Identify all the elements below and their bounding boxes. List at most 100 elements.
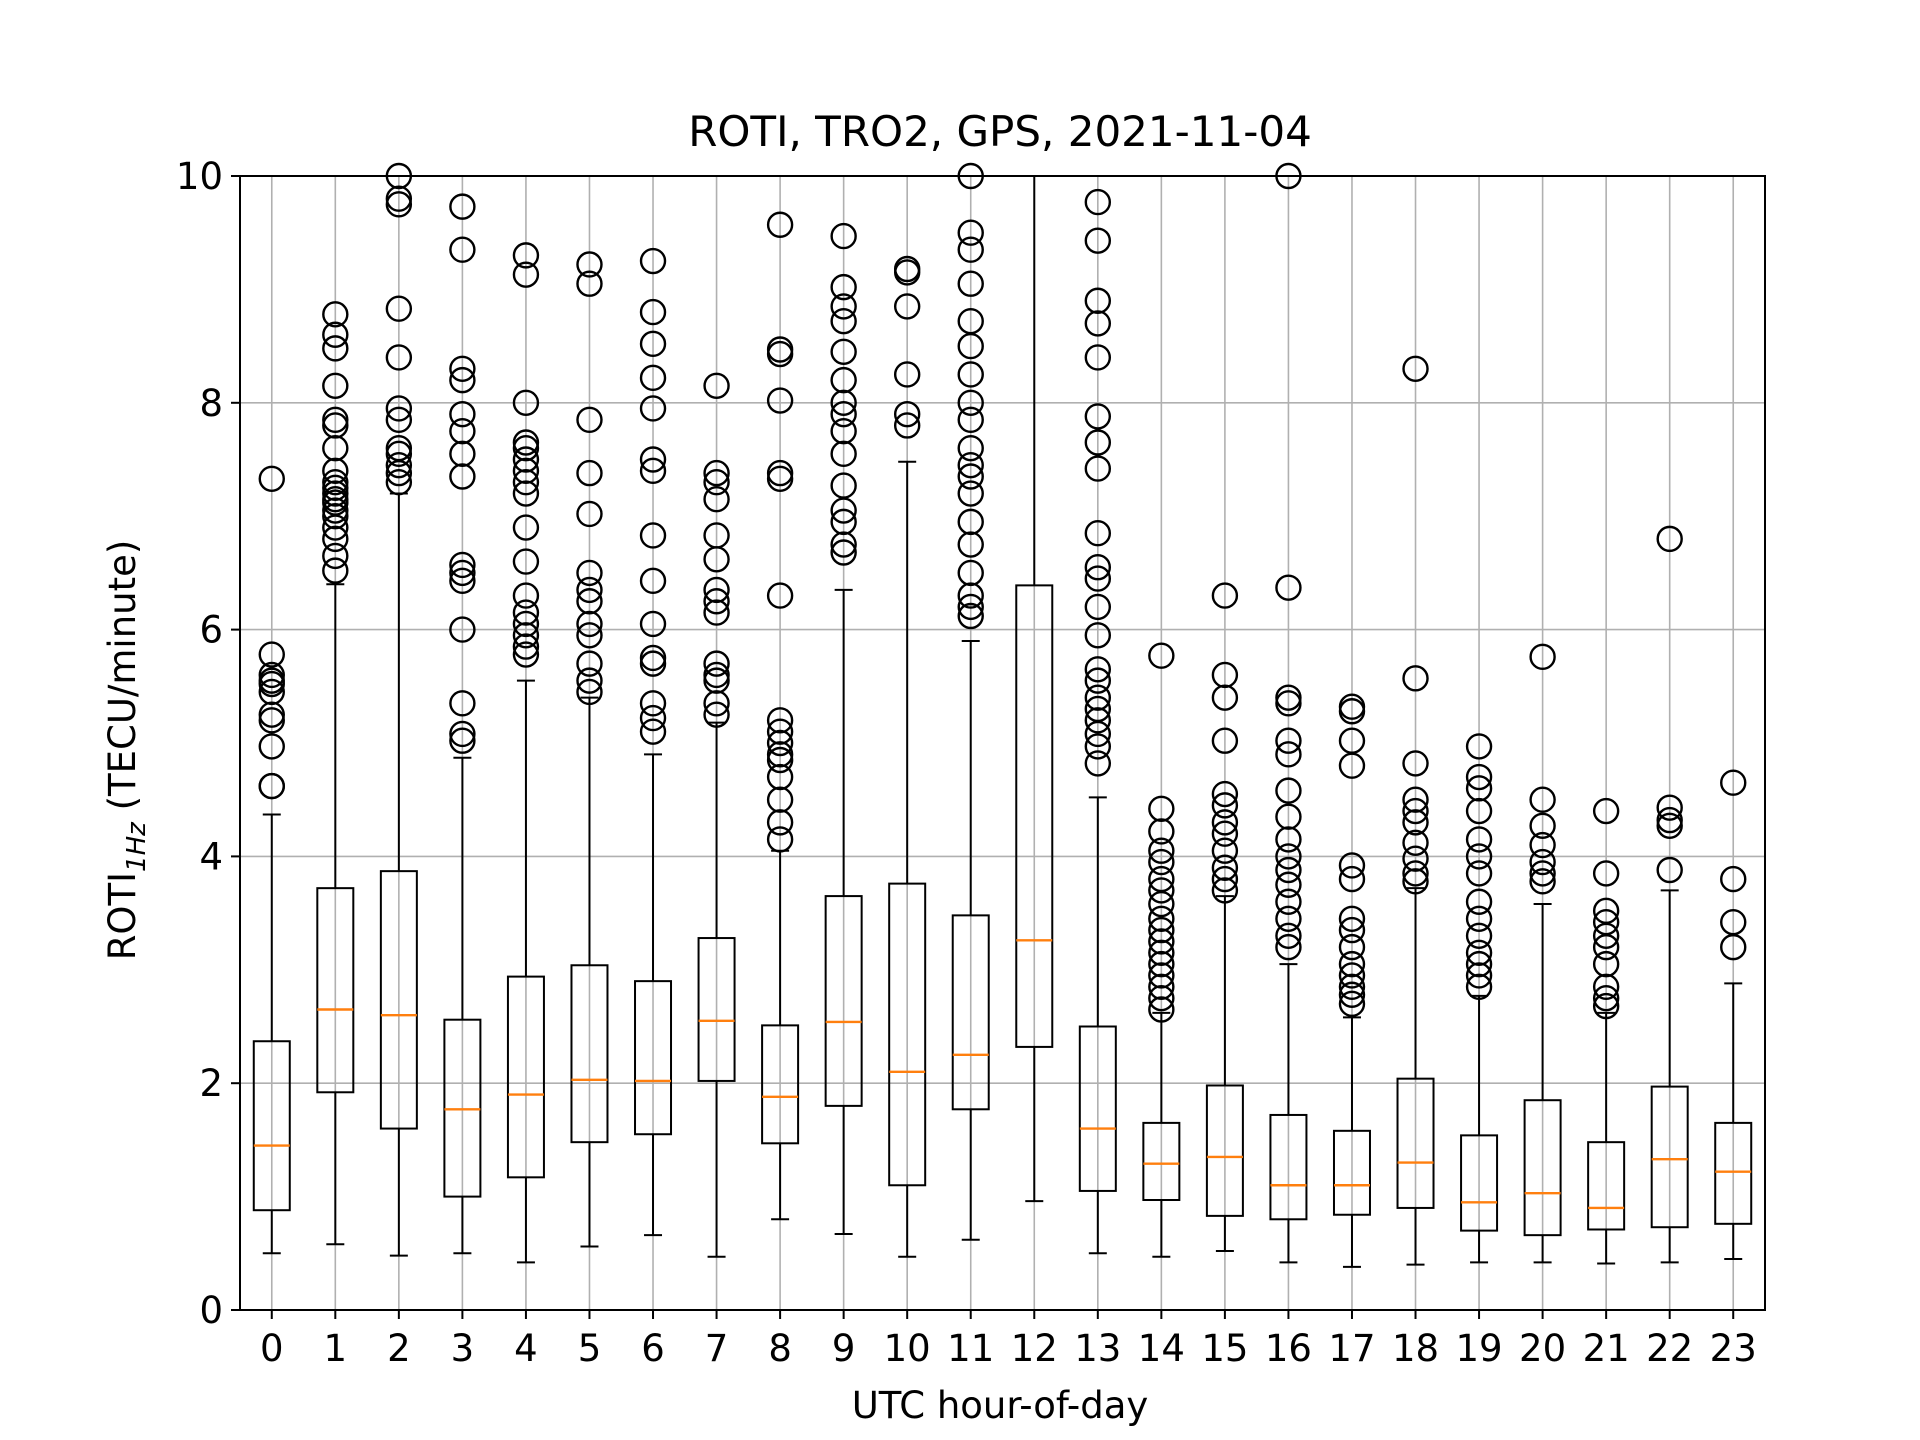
outlier-point (258, 465, 285, 492)
outlier-point (1592, 992, 1620, 1020)
outlier-point (766, 211, 794, 238)
y-tick-label: 8 (199, 382, 223, 425)
outlier-point (1084, 520, 1112, 547)
iqr-box (316, 887, 355, 1094)
outlier-point (512, 633, 540, 660)
outlier-point (957, 508, 984, 536)
outlier-point (1275, 803, 1302, 830)
outlier-point (512, 242, 540, 269)
outlier-point (1338, 916, 1366, 944)
outlier-point (1402, 829, 1429, 856)
x-tick-label: 19 (1456, 1327, 1503, 1370)
outlier-point (766, 465, 794, 492)
iqr-box (506, 975, 545, 1179)
outlier-point (322, 480, 349, 507)
outlier-point (893, 293, 921, 320)
outlier-point (449, 400, 476, 428)
outlier-point (1275, 922, 1302, 949)
outlier-point (512, 548, 540, 575)
outlier-point (322, 457, 349, 485)
outlier-point (1084, 593, 1112, 621)
box-hour-9 (824, 222, 863, 1236)
outlier-point (1211, 854, 1239, 881)
x-tick-label: 10 (884, 1327, 931, 1370)
outlier-point (1084, 667, 1112, 694)
iqr-box (1078, 1025, 1117, 1192)
outlier-point (385, 406, 413, 434)
x-tick-label: 15 (1201, 1327, 1248, 1370)
outlier-point (1084, 403, 1112, 430)
outlier-point (1148, 916, 1175, 944)
outlier-point (1084, 287, 1112, 314)
outlier-point (1402, 750, 1429, 777)
outlier-point (385, 185, 413, 212)
outlier-point (703, 522, 730, 549)
outlier-point (639, 364, 667, 392)
y-axis-label-subscript: 1Hz (122, 821, 152, 872)
outlier-point (1338, 693, 1366, 720)
outlier-point (1338, 973, 1366, 1001)
x-tick-label: 9 (832, 1327, 856, 1370)
outlier-point (1211, 837, 1239, 864)
outlier-point (512, 434, 540, 462)
y-tick-label: 4 (199, 835, 223, 878)
outlier-point (1084, 310, 1112, 337)
outlier-point (449, 727, 476, 754)
outlier-point (1148, 642, 1175, 669)
outlier-point (893, 255, 921, 283)
outlier-point (1084, 429, 1112, 456)
outlier-point (1148, 905, 1175, 932)
x-tick-label: 17 (1328, 1327, 1375, 1370)
outlier-point (1148, 996, 1175, 1023)
outlier-point (1275, 905, 1302, 932)
outlier-point (639, 298, 667, 326)
outlier-point (1211, 727, 1239, 754)
outlier-point (512, 622, 540, 649)
outlier-point (1084, 344, 1112, 371)
x-tick-label: 2 (387, 1327, 411, 1370)
outlier-point (576, 576, 603, 604)
outlier-point (322, 335, 349, 362)
iqr-box (1650, 1085, 1689, 1229)
outlier-point (322, 468, 349, 496)
iqr-box (888, 882, 927, 1187)
iqr-box (1142, 1121, 1181, 1202)
outlier-point (1084, 227, 1112, 254)
outlier-point (1592, 950, 1620, 978)
outlier-point (830, 338, 857, 365)
outlier-point (449, 616, 476, 643)
outlier-point (385, 468, 413, 496)
outlier-point (957, 270, 984, 297)
y-tick-label: 0 (199, 1289, 223, 1332)
outlier-point (703, 701, 730, 728)
outlier-point (449, 417, 476, 445)
outlier-point (639, 330, 667, 358)
outlier-point (957, 559, 984, 587)
outlier-point (512, 468, 540, 496)
outlier-point (449, 440, 476, 468)
outlier-point (766, 809, 794, 836)
outlier-point (1338, 933, 1366, 961)
outlier-point (830, 273, 857, 301)
outlier-point (1592, 973, 1620, 1001)
outlier-point (512, 599, 540, 626)
outlier-point (576, 459, 603, 487)
outlier-point (766, 746, 794, 774)
outlier-point (1529, 812, 1556, 839)
chart-title: ROTI, TRO2, GPS, 2021-11-04 (688, 107, 1312, 156)
outlier-point (1084, 707, 1112, 734)
outlier-point (1465, 973, 1493, 1001)
iqr-box (951, 914, 990, 1111)
outlier-point (1720, 865, 1747, 893)
outlier-point (639, 650, 667, 677)
outlier-point (512, 480, 540, 507)
outlier-point (1656, 812, 1683, 839)
outlier-point (1148, 818, 1175, 845)
x-tick-label: 13 (1074, 1327, 1121, 1370)
outlier-point (830, 472, 857, 499)
outlier-point (576, 251, 603, 278)
outlier-point (449, 366, 476, 394)
iqr-box (1587, 1141, 1626, 1231)
outlier-point (957, 219, 984, 246)
outlier-point (1529, 786, 1556, 813)
